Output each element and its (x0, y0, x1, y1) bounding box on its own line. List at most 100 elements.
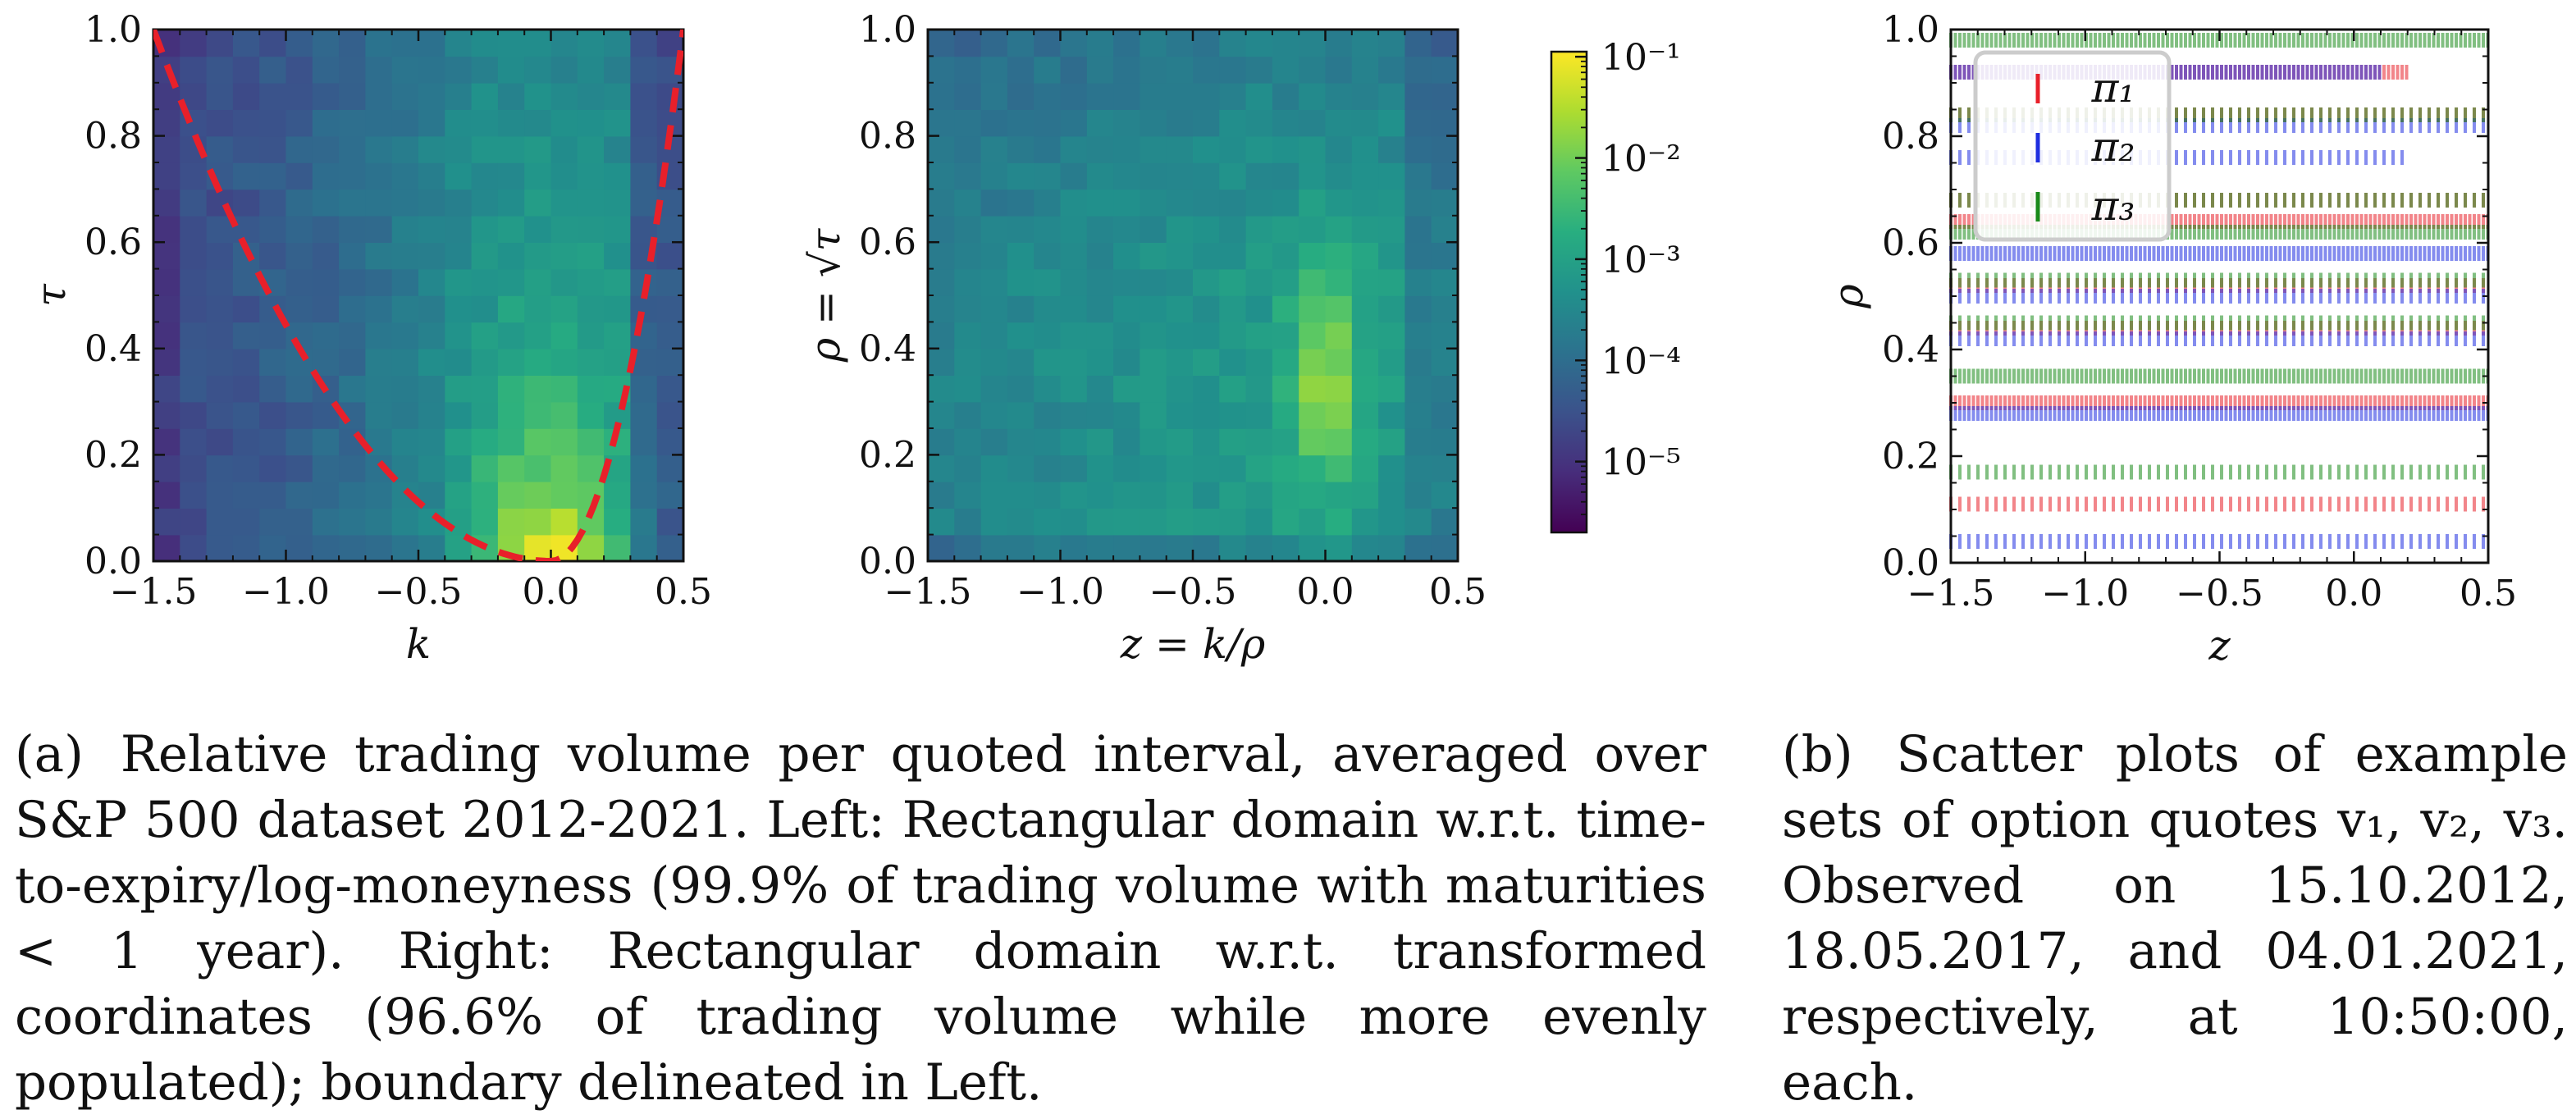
a2-cell (1113, 375, 1141, 403)
caption-a-tag: (a) (15, 725, 84, 783)
a2-cell (1219, 135, 1247, 163)
a2-cell (1034, 215, 1062, 243)
a2-cell (1166, 401, 1194, 429)
a2-cell (980, 162, 1008, 190)
a1-cell (232, 322, 260, 349)
a2-cell (1245, 268, 1273, 296)
a2-cell (928, 428, 956, 456)
a1-cell (391, 189, 419, 217)
a2-cell (1113, 534, 1141, 562)
a1-cell (577, 375, 605, 403)
a2-cell (1378, 375, 1406, 403)
a2-cell (1245, 189, 1273, 217)
a1-cell (312, 242, 340, 270)
a2-cell (980, 109, 1008, 137)
a1-cell (497, 162, 525, 190)
a2-cell (1351, 534, 1379, 562)
a1-cell (497, 428, 525, 456)
a2-cell (1378, 162, 1406, 190)
a1-cell (577, 268, 605, 296)
a1-cell (524, 295, 552, 323)
a1-cell (259, 428, 287, 456)
a2-cell (1404, 481, 1432, 509)
a2-cell (980, 375, 1008, 403)
a2-cell (1325, 428, 1353, 456)
a1-cell (604, 189, 632, 217)
a1-cell (339, 242, 367, 270)
a1-cell (285, 109, 313, 137)
a1-cell (497, 109, 525, 137)
a1-cell (339, 162, 367, 190)
a1-cell (180, 481, 208, 509)
a2-cell (954, 534, 982, 562)
colorbar-tick-label: 10⁻⁴ (1601, 340, 1681, 382)
a1-cell (418, 428, 446, 456)
a1-cell (339, 135, 367, 163)
a1-cell (577, 242, 605, 270)
a1-cell (497, 322, 525, 349)
a2-cell (980, 481, 1008, 509)
a1-cell (365, 401, 393, 429)
a1-cell (153, 481, 181, 509)
a2-cell (1245, 82, 1273, 110)
a1-cell (550, 215, 578, 243)
a2-cell (1086, 189, 1114, 217)
a1-cell (153, 295, 181, 323)
b-ytick-label: 0.0 (1882, 542, 1939, 584)
a2-cell (1351, 481, 1379, 509)
a1-cell (259, 508, 287, 536)
a2-cell (1193, 428, 1221, 456)
a1-cell (550, 508, 578, 536)
a1-cell (285, 375, 313, 403)
a1-cell (339, 189, 367, 217)
a1-cell (418, 56, 446, 84)
a1-ytick-label: 0.0 (84, 541, 142, 582)
a1-cell (445, 268, 473, 296)
a1-cell (206, 428, 234, 456)
a2-cell (1431, 30, 1459, 57)
a1-cell (418, 534, 446, 562)
a1-cell (365, 295, 393, 323)
a1-cell (524, 322, 552, 349)
a1-cell (418, 375, 446, 403)
a1-cell (153, 428, 181, 456)
a1-cell (206, 30, 234, 57)
a1-cell (312, 508, 340, 536)
a1-cell (524, 534, 552, 562)
a1-cell (497, 348, 525, 376)
a1-cell (418, 30, 446, 57)
a1-cell (232, 401, 260, 429)
a2-cell (1404, 162, 1432, 190)
colorbar-tick-label: 10⁻² (1601, 139, 1681, 180)
a1-cell (471, 215, 499, 243)
a2-cell (1404, 135, 1432, 163)
a2-cell (1272, 162, 1299, 190)
a1-cell (153, 189, 181, 217)
a1-cell (391, 375, 419, 403)
a1-cell (418, 454, 446, 482)
a2-cell (1166, 322, 1194, 349)
a1-cell (445, 56, 473, 84)
a1-cell (259, 109, 287, 137)
a2-cell (1007, 454, 1035, 482)
a2-cell (1007, 401, 1035, 429)
a2-cell (1034, 401, 1062, 429)
a2-cell (1034, 56, 1062, 84)
a2-cell (1272, 189, 1299, 217)
a2-cell (980, 56, 1008, 84)
a1-cell (497, 30, 525, 57)
a2-cell (1272, 56, 1299, 84)
a2-cell (1113, 162, 1141, 190)
a2-cell (1299, 454, 1327, 482)
a1-cell (153, 162, 181, 190)
a2-cell (1272, 454, 1299, 482)
a2-cell (1113, 135, 1141, 163)
a1-cell (497, 295, 525, 323)
a2-cell (1404, 375, 1432, 403)
a1-cell (365, 56, 393, 84)
a2-cell (1378, 242, 1406, 270)
a2-cell (1007, 189, 1035, 217)
a1-cell (630, 295, 658, 323)
a1-cell (550, 82, 578, 110)
a1-cell (391, 268, 419, 296)
